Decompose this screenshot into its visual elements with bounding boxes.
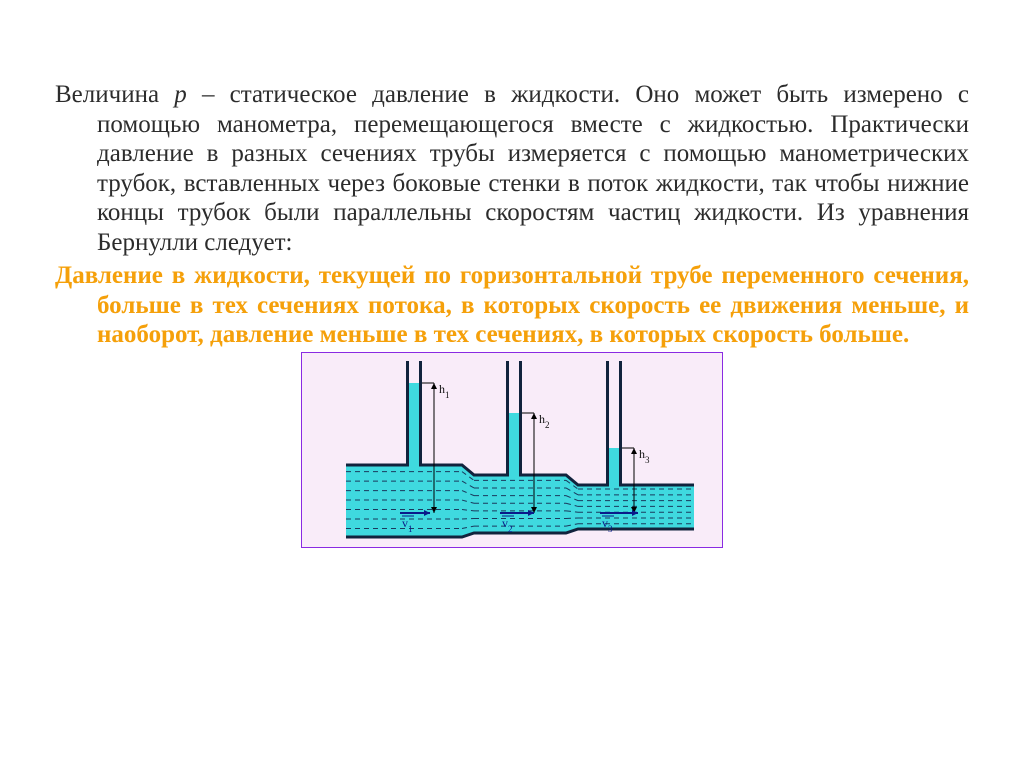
h-label-3: h3: [639, 447, 650, 465]
tube-water-3: [609, 448, 619, 485]
p1-b: – статическое давление в жидкости. Оно м…: [97, 81, 969, 256]
bernoulli-diagram: h1v1h2v2h3v3: [301, 352, 723, 548]
p2-dot: .: [903, 321, 909, 348]
p2-text: Давление в жидкости, текущей по горизонт…: [55, 262, 969, 348]
tube-water-1: [409, 383, 419, 465]
h-label-1: h1: [439, 382, 450, 400]
paragraph-1: Величина p – статическое давление в жидк…: [55, 80, 969, 257]
p1-p: p: [174, 81, 187, 108]
tube-water-2: [509, 413, 519, 475]
p1-a: Величина: [55, 81, 174, 108]
paragraph-2: Давление в жидкости, текущей по горизонт…: [55, 261, 969, 350]
h-label-2: h2: [539, 412, 550, 430]
